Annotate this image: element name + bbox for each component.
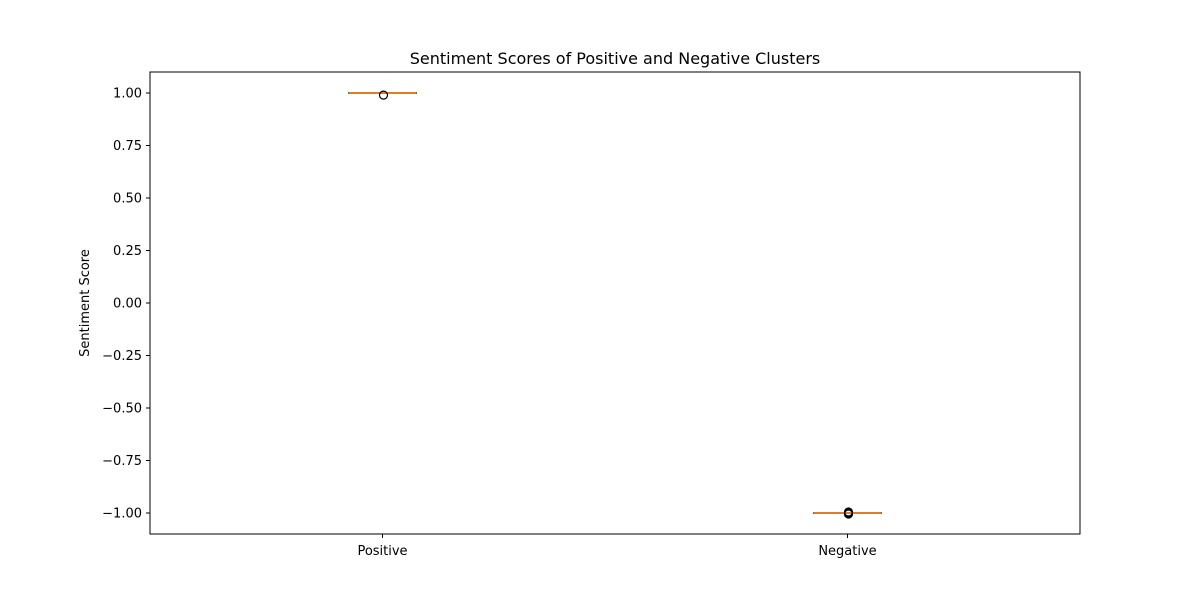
plot-area — [149, 71, 1081, 535]
x-tick-label: Positive — [357, 544, 407, 559]
box-layer — [348, 90, 882, 519]
x-axis-ticks: Positive Negative — [357, 534, 877, 559]
y-tick-label: 0.00 — [113, 297, 142, 312]
y-tick-label: −1.00 — [102, 507, 142, 522]
y-tick-label: −0.75 — [102, 454, 142, 469]
y-tick-label: 0.50 — [113, 192, 142, 207]
y-tick-label: −0.50 — [102, 402, 142, 417]
y-axis-label: Sentiment Score — [78, 249, 93, 357]
x-tick-label: Negative — [818, 544, 876, 559]
y-tick-label: 0.25 — [113, 244, 142, 259]
box-positive — [348, 90, 417, 100]
box-negative — [813, 507, 882, 519]
outlier-point — [378, 90, 389, 100]
y-tick-label: 0.75 — [113, 139, 142, 154]
y-tick-label: 1.00 — [113, 87, 142, 102]
y-axis-ticks: 1.00 0.75 0.50 0.25 0.00 −0.25 −0.50 −0.75 −1.00 — [102, 87, 150, 522]
chart-title: Sentiment Scores of Positive and Negativ… — [410, 49, 821, 68]
y-tick-label: −0.25 — [102, 349, 142, 364]
outlier-point — [843, 509, 854, 519]
plot-frame — [149, 71, 1081, 535]
